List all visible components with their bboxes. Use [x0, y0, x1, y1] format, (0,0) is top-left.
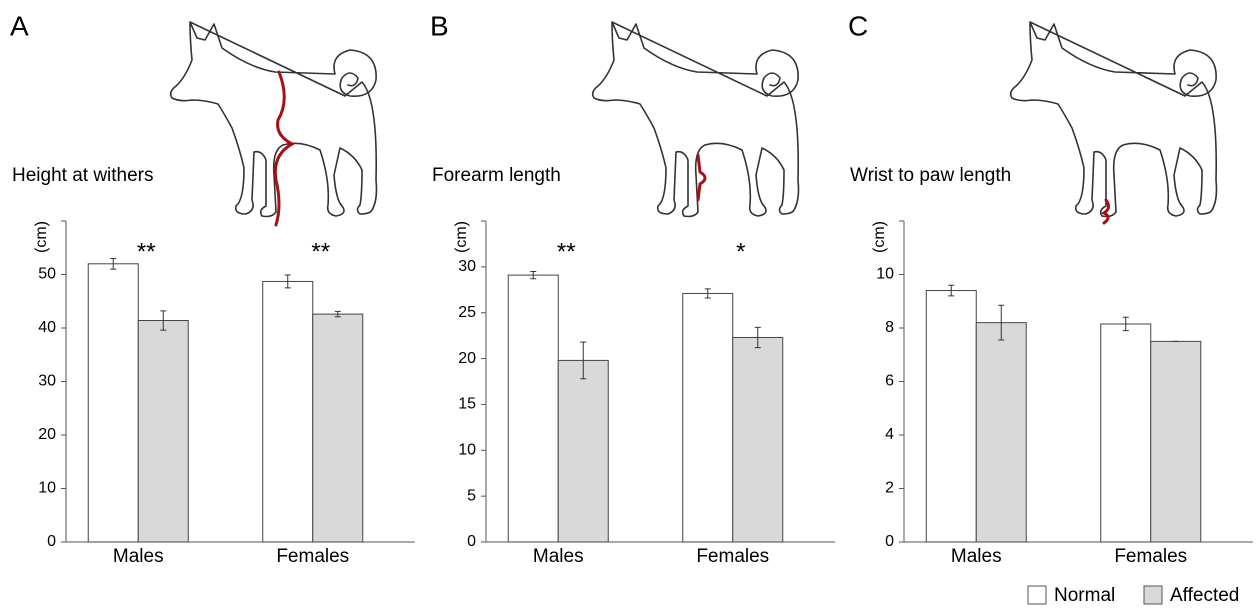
x-tick-label: Females	[276, 546, 349, 567]
dog-a	[171, 22, 377, 225]
y-tick-label: 20	[38, 426, 56, 443]
y-tick-label: 30	[38, 373, 56, 390]
bar	[508, 275, 558, 542]
bar	[1101, 324, 1151, 542]
significance: **	[557, 238, 576, 265]
panel-letter: B	[430, 10, 449, 41]
y-tick-label: 40	[38, 319, 56, 336]
y-tick-label: 0	[47, 533, 56, 550]
bar	[88, 264, 138, 542]
y-tick-label: 10	[876, 266, 894, 283]
y-tick-label: 0	[885, 533, 894, 550]
y-tick-label: 25	[458, 304, 476, 321]
panel-title: Wrist to paw length	[850, 165, 1011, 186]
bar	[558, 360, 608, 542]
legend: Normal Affected	[1028, 585, 1239, 606]
panel-letter: A	[10, 10, 29, 41]
y-tick-label: 8	[885, 319, 894, 336]
y-tick-label: 50	[38, 266, 56, 283]
y-tick-label: 10	[38, 480, 56, 497]
bar	[683, 293, 733, 542]
bar	[263, 281, 313, 542]
panel-title: Height at withers	[12, 165, 154, 186]
y-axis-label: (cm)	[871, 221, 888, 253]
significance: **	[311, 238, 330, 265]
dog-c	[1011, 22, 1217, 217]
x-tick-label: Males	[113, 546, 164, 567]
highlight-b	[698, 155, 705, 200]
legend-label: Normal	[1054, 585, 1115, 606]
x-tick-label: Males	[951, 546, 1002, 567]
legend-swatch	[1144, 586, 1162, 604]
y-tick-label: 30	[458, 258, 476, 275]
y-tick-label: 5	[467, 487, 476, 504]
dog-b	[593, 22, 799, 217]
x-tick-label: Females	[1114, 546, 1187, 567]
bar	[313, 314, 363, 542]
y-tick-label: 0	[467, 533, 476, 550]
significance: *	[736, 238, 745, 265]
y-tick-label: 20	[458, 350, 476, 367]
y-axis-label: (cm)	[33, 221, 50, 253]
bar	[138, 321, 188, 542]
panel-title: Forearm length	[432, 165, 561, 186]
bar	[1151, 341, 1201, 542]
panel-letter: C	[848, 10, 868, 41]
significance: **	[137, 238, 156, 265]
x-tick-label: Females	[696, 546, 769, 567]
bar	[926, 291, 976, 542]
bar	[733, 337, 783, 542]
x-tick-label: Males	[533, 546, 584, 567]
y-tick-label: 10	[458, 442, 476, 459]
bar	[976, 323, 1026, 542]
y-axis-label: (cm)	[453, 221, 470, 253]
y-tick-label: 15	[458, 396, 476, 413]
y-tick-label: 4	[885, 426, 894, 443]
figure: Normal Affected A Height at withers (cm) 0 1…	[0, 0, 1258, 606]
y-tick-label: 6	[885, 373, 894, 390]
y-tick-label: 2	[885, 480, 894, 497]
legend-swatch	[1028, 586, 1046, 604]
legend-label: Affected	[1170, 585, 1239, 606]
